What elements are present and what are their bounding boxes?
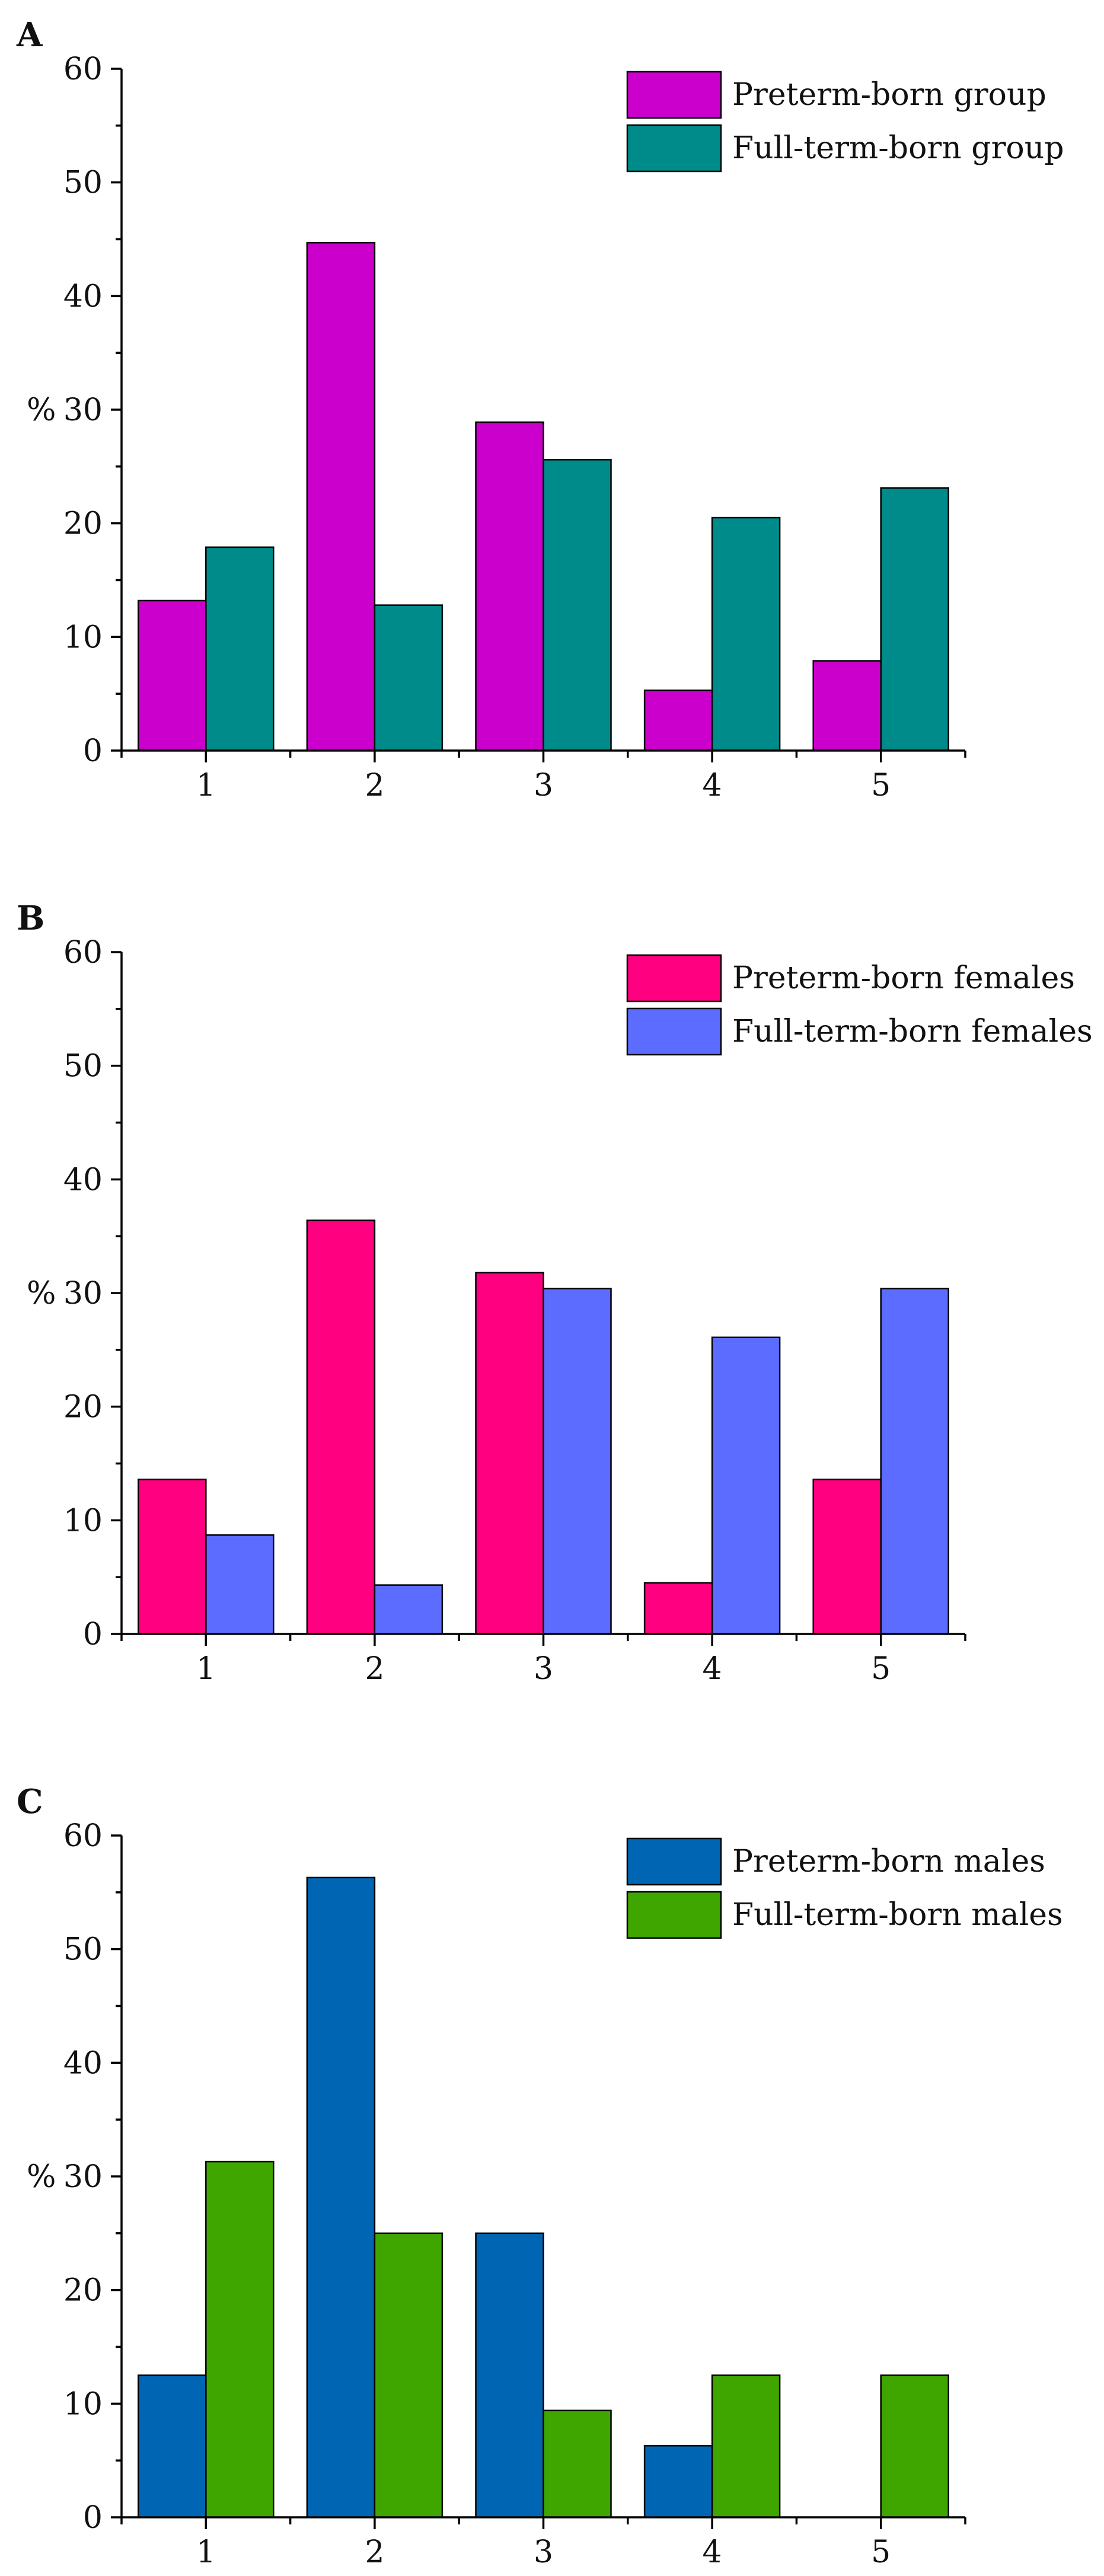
x-tick-label-3: 3 xyxy=(534,2534,553,2570)
legend-label-preterm: Preterm-born females xyxy=(732,960,1075,996)
bar-fullterm-3 xyxy=(543,459,612,752)
legend-label-fullterm: Full-term-born group xyxy=(732,130,1064,166)
legend-label-preterm: Preterm-born group xyxy=(732,77,1046,113)
y-axis-title: % xyxy=(27,1276,56,1311)
x-tick-label-2: 2 xyxy=(365,2534,384,2570)
bar-fullterm-1 xyxy=(205,546,275,752)
bar-preterm-2 xyxy=(306,242,376,752)
x-tick-label-5: 5 xyxy=(871,1651,891,1687)
bar-preterm-5 xyxy=(812,660,882,752)
y-tick-label: 30 xyxy=(63,2159,103,2195)
y-tick-label: 50 xyxy=(63,165,103,201)
bar-preterm-5 xyxy=(812,1479,882,1635)
bar-preterm-3 xyxy=(475,2232,544,2518)
legend-swatch-fullterm xyxy=(626,1007,722,1056)
y-tick-label: 40 xyxy=(63,2045,103,2081)
legend-swatch-preterm xyxy=(626,1837,722,1886)
bar-fullterm-4 xyxy=(711,1336,781,1635)
bar-fullterm-5 xyxy=(880,2374,949,2518)
bar-fullterm-2 xyxy=(374,1584,443,1635)
y-tick-label: 0 xyxy=(83,1617,103,1652)
x-tick-label-3: 3 xyxy=(534,1651,553,1687)
x-tick-label-3: 3 xyxy=(534,768,553,803)
y-tick-label: 30 xyxy=(63,1276,103,1311)
bar-preterm-4 xyxy=(643,690,713,752)
bar-fullterm-2 xyxy=(374,2232,443,2518)
y-tick-label: 60 xyxy=(63,935,103,971)
bar-preterm-2 xyxy=(306,1220,376,1635)
legend-label-preterm: Preterm-born males xyxy=(732,1844,1045,1879)
y-tick-label: 10 xyxy=(63,620,103,655)
panel-a: A 0 10 20 30 40 50 60 1 2 3 4 5% Preterm-born group Fu… xyxy=(16,15,1064,803)
x-tick-label-1: 1 xyxy=(196,768,216,803)
bar-preterm-3 xyxy=(475,421,544,752)
bar-preterm-4 xyxy=(643,1582,713,1635)
legend-label-fullterm: Full-term-born females xyxy=(732,1014,1093,1049)
panel-letter: C xyxy=(17,1782,43,1821)
y-tick-label: 20 xyxy=(63,506,103,542)
y-tick-label: 20 xyxy=(63,2273,103,2309)
bar-fullterm-3 xyxy=(543,1288,612,1635)
bar-fullterm-5 xyxy=(880,1288,949,1635)
legend-swatch-preterm xyxy=(626,954,722,1003)
panel-b: B 0 10 20 30 40 50 60 1 2 3 4 5% Preterm-born females… xyxy=(17,899,1093,1687)
bar-preterm-1 xyxy=(138,2374,207,2518)
legend-label-fullterm: Full-term-born males xyxy=(732,1897,1063,1933)
bar-fullterm-5 xyxy=(880,487,949,752)
x-tick-label-1: 1 xyxy=(196,2534,216,2570)
y-tick-label: 40 xyxy=(63,1162,103,1198)
bar-preterm-1 xyxy=(138,599,207,752)
x-tick-label-4: 4 xyxy=(703,1651,722,1687)
y-tick-label: 40 xyxy=(63,279,103,314)
y-axis-title: % xyxy=(27,2159,56,2195)
legend-swatch-fullterm xyxy=(626,124,722,173)
bar-fullterm-4 xyxy=(711,516,781,752)
x-tick-label-5: 5 xyxy=(871,768,891,803)
bar-fullterm-3 xyxy=(543,2409,612,2518)
x-tick-label-4: 4 xyxy=(703,768,722,803)
x-tick-label-5: 5 xyxy=(871,2534,891,2570)
y-tick-label: 60 xyxy=(63,1818,103,1854)
x-tick-label-2: 2 xyxy=(365,1651,384,1687)
y-tick-label: 0 xyxy=(83,733,103,769)
y-tick-label: 20 xyxy=(63,1390,103,1425)
x-tick-label-2: 2 xyxy=(365,768,384,803)
y-tick-label: 50 xyxy=(63,1932,103,1968)
panel-letter: B xyxy=(17,899,44,938)
bar-preterm-1 xyxy=(138,1479,207,1635)
bar-preterm-4 xyxy=(643,2445,713,2518)
y-tick-label: 50 xyxy=(63,1049,103,1084)
bar-preterm-3 xyxy=(475,1272,544,1635)
y-tick-label: 0 xyxy=(83,2500,103,2536)
y-tick-label: 10 xyxy=(63,1503,103,1538)
panel-c: C 0 10 20 30 40 50 60 1 2 3 4 5% Preterm-born males Fu… xyxy=(17,1782,1063,2570)
x-tick-label-1: 1 xyxy=(196,1651,216,1687)
bar-fullterm-1 xyxy=(205,2160,275,2518)
bar-preterm-2 xyxy=(306,1876,376,2518)
y-tick-label: 60 xyxy=(63,52,103,87)
legend-swatch-fullterm xyxy=(626,1891,722,1939)
y-tick-label: 30 xyxy=(63,392,103,428)
y-tick-label: 10 xyxy=(63,2386,103,2422)
x-tick-label-4: 4 xyxy=(703,2534,722,2570)
bar-fullterm-2 xyxy=(374,604,443,752)
panel-letter: A xyxy=(16,15,43,55)
y-axis-title: % xyxy=(27,392,56,428)
legend-swatch-preterm xyxy=(626,71,722,119)
bar-fullterm-4 xyxy=(711,2374,781,2518)
bar-fullterm-1 xyxy=(205,1534,275,1635)
